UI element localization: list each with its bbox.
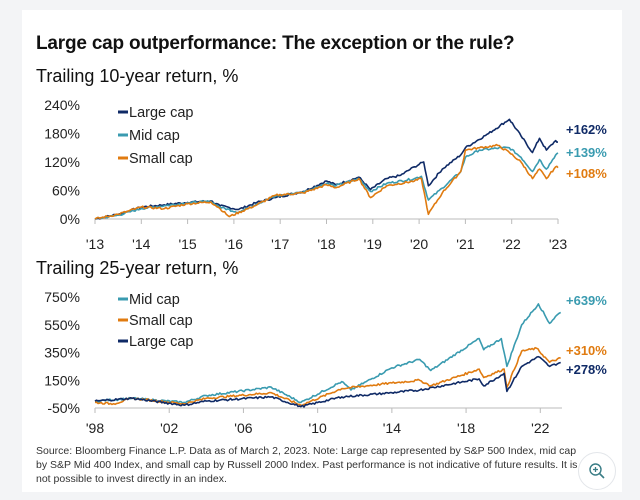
y-tick-label: 750% xyxy=(44,289,80,305)
x-tick-label: '23 xyxy=(549,236,567,252)
x-tick-label: '14 xyxy=(383,420,401,436)
chart-1: 0% 60% 120% 180% 240% '13 '14 '15 '16 '17 '18 '19 '2… xyxy=(44,97,607,252)
chart-2-title: Trailing 25-year return, % xyxy=(36,258,239,278)
x-tick-label: '21 xyxy=(456,236,474,252)
page-title: Large cap outperformance: The exception … xyxy=(36,33,515,54)
legend-label-large: Large cap xyxy=(129,334,194,350)
chart-1-title: Trailing 10-year return, % xyxy=(36,66,239,86)
zoom-in-icon xyxy=(589,463,605,479)
source-note: Source: Bloomberg Finance L.P. Data as o… xyxy=(36,445,578,485)
y-tick-label: 350% xyxy=(44,345,80,361)
chart-card xyxy=(22,10,622,492)
x-tick-label: '10 xyxy=(309,420,327,436)
legend-label-mid: Mid cap xyxy=(129,128,180,144)
zoom-in-button[interactable] xyxy=(578,452,616,490)
end-label-small: +310% xyxy=(566,343,607,358)
y-tick-label: 180% xyxy=(44,126,80,142)
end-label-small: +108% xyxy=(566,166,607,181)
x-tick-label: '06 xyxy=(234,420,252,436)
series-line-small xyxy=(94,346,561,407)
series-line-small xyxy=(94,143,559,220)
x-tick-label: '18 xyxy=(317,236,335,252)
x-tick-label: '02 xyxy=(160,420,178,436)
y-tick-label: 60% xyxy=(52,183,80,199)
x-tick-label: '15 xyxy=(178,236,196,252)
x-tick-label: '22 xyxy=(531,420,549,436)
y-tick-label: 240% xyxy=(44,97,80,113)
end-label-large: +162% xyxy=(566,122,607,137)
series-line-mid xyxy=(94,146,559,220)
x-tick-label: '98 xyxy=(86,420,104,436)
x-tick-label: '17 xyxy=(271,236,289,252)
y-tick-label: 150% xyxy=(44,372,80,388)
y-tick-label: 0% xyxy=(60,211,80,227)
legend-label-small: Small cap xyxy=(129,313,193,329)
x-tick-label: '18 xyxy=(457,420,475,436)
legend-label-mid: Mid cap xyxy=(129,292,180,308)
x-tick-label: '14 xyxy=(132,236,150,252)
y-tick-label: 550% xyxy=(44,317,80,333)
chart-2: -50% 150% 350% 550% 750% '98 '02 '06 '10 '14 '18 '2… xyxy=(44,289,607,436)
legend-label-large: Large cap xyxy=(129,105,194,121)
x-tick-label: '22 xyxy=(503,236,521,252)
y-tick-label: -50% xyxy=(47,400,80,416)
end-label-mid: +639% xyxy=(566,293,607,308)
legend-label-small: Small cap xyxy=(129,151,193,167)
x-tick-label: '19 xyxy=(364,236,382,252)
x-tick-label: '16 xyxy=(225,236,243,252)
y-tick-label: 120% xyxy=(44,154,80,170)
x-tick-label: '20 xyxy=(410,236,428,252)
x-tick-label: '13 xyxy=(86,236,104,252)
series-line-large xyxy=(94,355,561,408)
end-label-mid: +139% xyxy=(566,145,607,160)
end-label-large: +278% xyxy=(566,362,607,377)
